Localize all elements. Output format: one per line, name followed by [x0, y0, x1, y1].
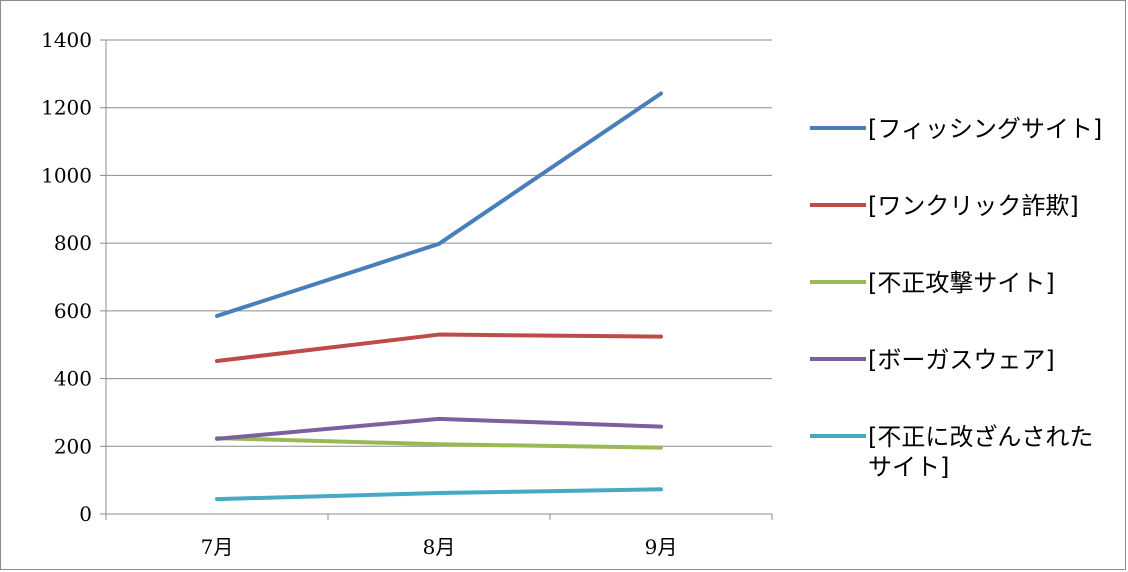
legend-label: [ワンクリック詐欺] [868, 192, 1079, 220]
series-line [215, 436, 663, 450]
legend-item: [不正攻撃サイト] [810, 269, 1055, 297]
y-tick-label: 400 [54, 367, 92, 391]
y-tick-label: 800 [54, 231, 92, 255]
y-axis-ticks: 0 200 400 600 800 1000 1200 1400 [41, 28, 106, 526]
y-tick-label: 1400 [41, 28, 92, 52]
y-tick-label: 0 [79, 502, 92, 526]
legend: [フィッシングサイト] [ワンクリック詐欺] [不正攻撃サイト] [ボーガスウェア] [… [810, 115, 1102, 481]
x-tick-label: 7月 [201, 535, 234, 559]
legend-item: [ボーガスウェア] [810, 346, 1055, 374]
x-tick-label: 8月 [423, 535, 456, 559]
x-axis-ticks: 7月 8月 9月 [105, 514, 773, 559]
x-tick-label: 9月 [645, 535, 678, 559]
series-line [215, 416, 663, 441]
series-line [215, 487, 663, 502]
legend-label: [不正攻撃サイト] [868, 269, 1055, 297]
y-tick-label: 1200 [41, 96, 92, 120]
legend-label: サイト] [868, 453, 949, 481]
legend-label: [ボーガスウェア] [868, 346, 1055, 374]
y-tick-label: 1000 [41, 163, 92, 187]
series-line [215, 91, 663, 318]
legend-label: [フィッシングサイト] [868, 115, 1102, 143]
series-line [215, 332, 663, 363]
y-tick-label: 600 [54, 299, 92, 323]
y-tick-label: 200 [54, 434, 92, 458]
legend-item: [ワンクリック詐欺] [810, 192, 1079, 220]
legend-label: [不正に改ざんされた [868, 423, 1093, 451]
legend-item: [フィッシングサイト] [810, 115, 1102, 143]
axes [105, 40, 772, 515]
series-lines [215, 91, 663, 502]
